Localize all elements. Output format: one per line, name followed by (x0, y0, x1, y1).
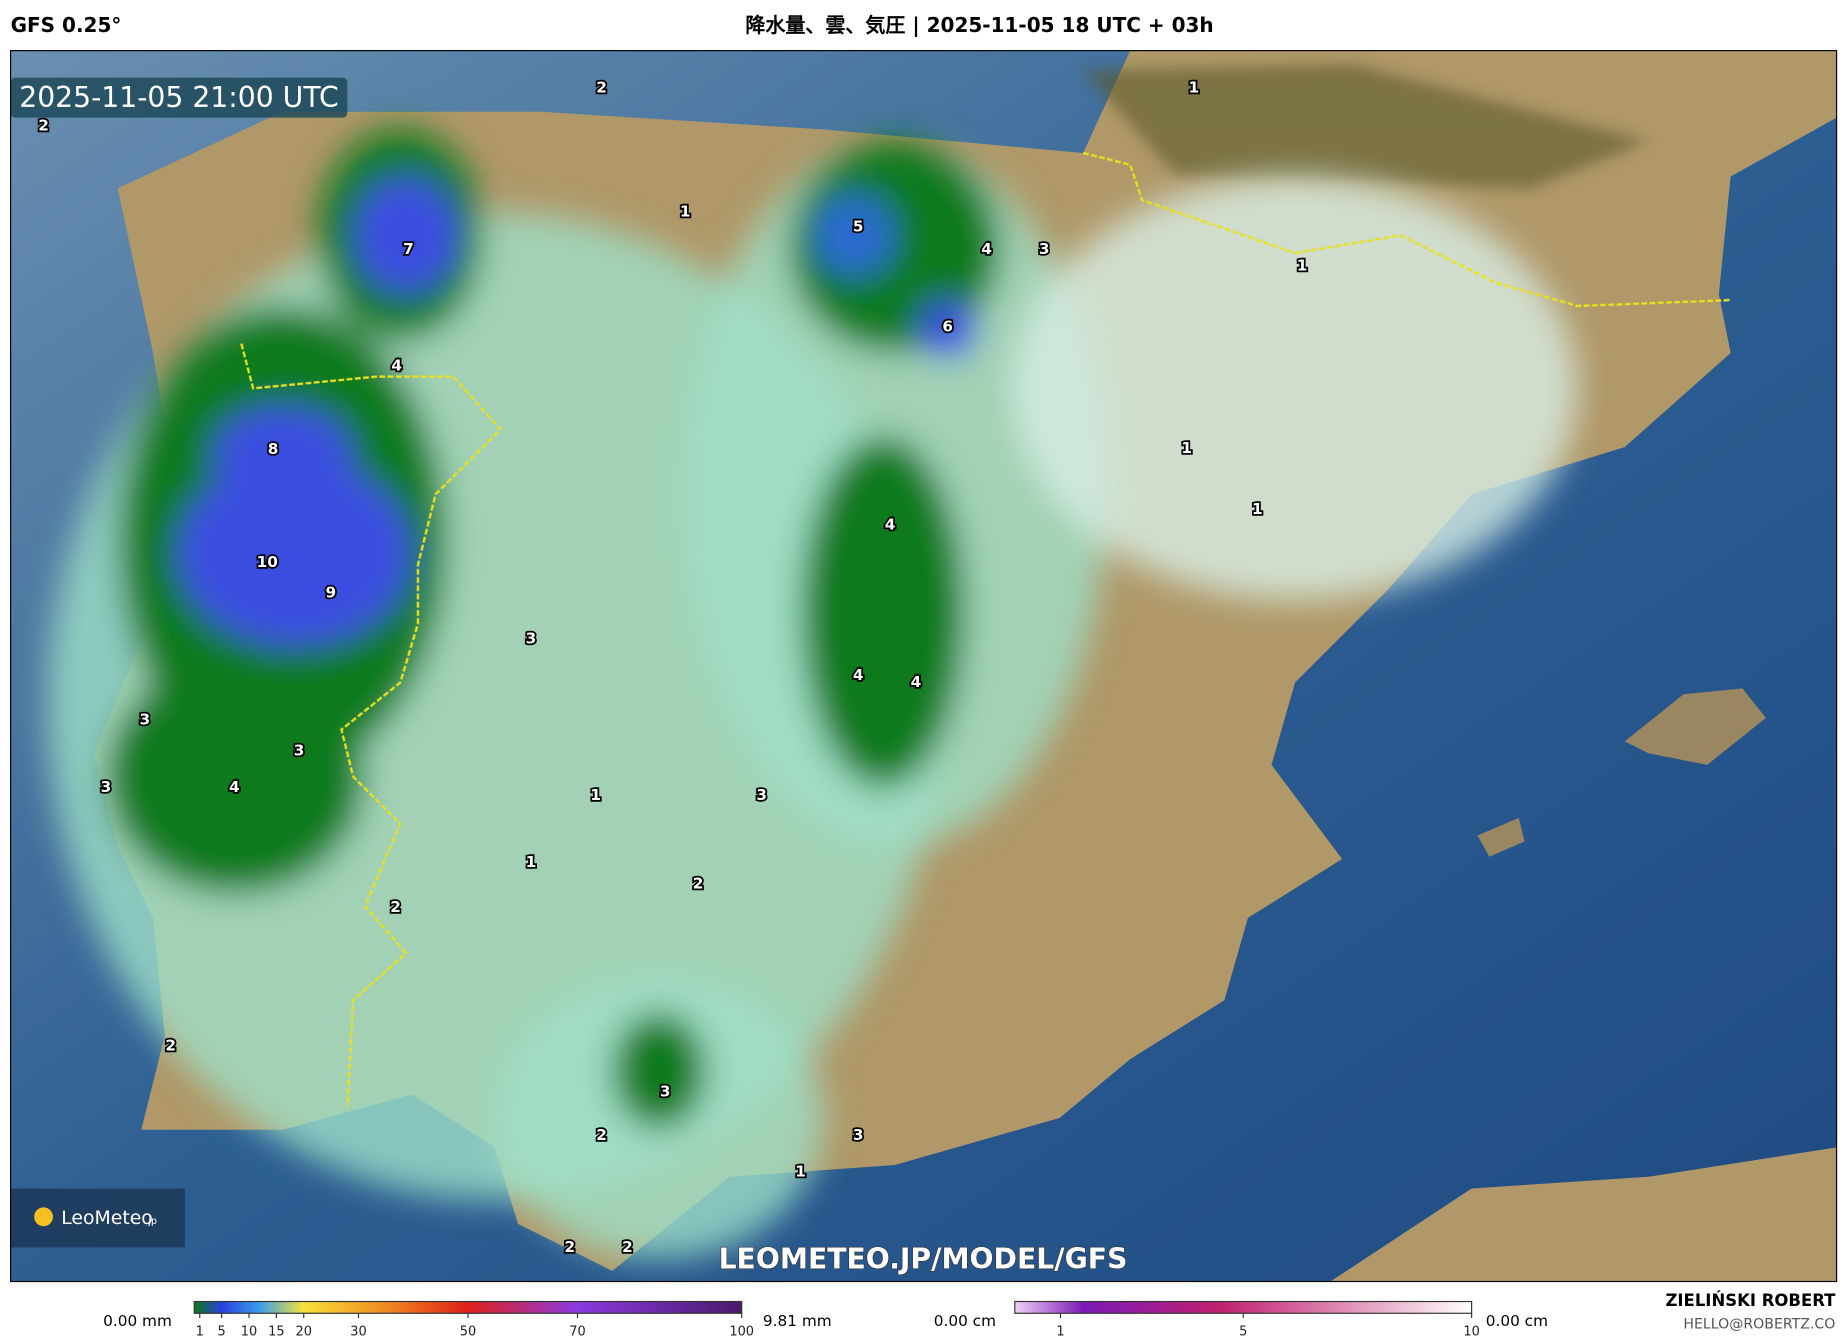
logo: LeoMeteo (61, 1208, 153, 1229)
precip-label: 2 (596, 1126, 607, 1144)
precip-label: 2 (564, 1238, 575, 1256)
rain-max: 9.81 mm (763, 1312, 832, 1330)
tick-label: 100 (729, 1325, 754, 1338)
precip-label: 1 (795, 1163, 806, 1181)
tick-label: 1 (1056, 1325, 1064, 1338)
map: 2025-11-05 21:00 UTC 2 2 1 7 1 5 4 3 6 4 1 8 1 1 4 10 9 3… (10, 50, 1837, 1282)
precip-label: 1 (526, 853, 537, 871)
precip-label: 7 (403, 240, 414, 258)
tick-label: 5 (1239, 1325, 1247, 1338)
precip-label: 3 (526, 629, 537, 647)
precip-label: 2 (596, 79, 607, 97)
precip-label: 4 (853, 666, 864, 684)
precip-label: 4 (229, 778, 240, 796)
precip-label: 3 (756, 786, 767, 804)
precip-label: 3 (660, 1083, 671, 1101)
africa (1330, 1147, 1837, 1282)
precip-labels: 2 2 1 7 1 5 4 3 6 4 1 8 1 1 4 10 9 3 4 4 3 3 3 4 1 3 1 2 2 2 3 3 2 1 2 2 (36, 77, 1309, 1258)
logo-sun (34, 1207, 53, 1227)
precip-label: 8 (268, 440, 279, 458)
terrain (1083, 64, 1649, 189)
tick-label: 20 (296, 1325, 312, 1338)
logo-suffix: jp (147, 1216, 157, 1227)
precip-label: 5 (853, 218, 864, 236)
credit-email: HELLO@ROBERTZ.CO (1683, 1317, 1835, 1333)
snow-bar (1014, 1300, 1473, 1314)
rain-bar (193, 1300, 743, 1314)
precip-label: 4 (391, 356, 402, 374)
border (1082, 151, 1731, 308)
map-title: 降水量、雲、気圧 | 2025-11-05 18 UTC + 03h (745, 13, 1213, 37)
precip-label: 10 (257, 553, 278, 571)
precip-label: 9 (325, 584, 336, 602)
precip-label: 2 (622, 1238, 633, 1256)
snow-min: 0.00 cm (934, 1312, 996, 1330)
map-frame (10, 50, 1838, 1283)
precip-label: 3 (294, 741, 305, 759)
rain-min: 0.00 mm (103, 1312, 172, 1330)
rain-field (47, 129, 1578, 1260)
precip-label: 1 (1181, 439, 1192, 457)
precip-label: 4 (911, 673, 922, 691)
tick-label: 1 (196, 1325, 204, 1338)
precip-label: 2 (165, 1037, 176, 1055)
tick-label: 10 (1463, 1325, 1479, 1338)
precip-label: 4 (885, 515, 896, 533)
tick-label: 50 (460, 1325, 476, 1338)
island (1477, 817, 1525, 857)
border (240, 343, 502, 1107)
precip-label: 1 (1252, 500, 1263, 518)
precip-label: 1 (1297, 256, 1308, 274)
precip-label: 3 (853, 1126, 864, 1144)
precip-label: 3 (101, 778, 112, 796)
precip-label: 4 (981, 240, 992, 258)
precip-label: 1 (680, 202, 691, 220)
model-name: GFS 0.25° (11, 13, 122, 37)
watermark: LEOMETEO.JP/MODEL/GFS (719, 1243, 1128, 1276)
timestamp-box (10, 77, 348, 118)
tick-label: 5 (218, 1325, 226, 1338)
precip-label: 3 (139, 711, 150, 729)
precip-label: 2 (390, 898, 401, 916)
tick-label: 15 (268, 1325, 284, 1338)
timestamp: 2025-11-05 21:00 UTC (19, 81, 338, 114)
precip-label: 2 (693, 874, 704, 892)
tick-label: 70 (569, 1325, 585, 1338)
precip-label: 2 (38, 116, 49, 134)
precip-label: 6 (942, 318, 953, 336)
island (1624, 688, 1766, 765)
precip-label: 3 (1039, 240, 1050, 258)
tick-label: 10 (241, 1325, 257, 1338)
tick-label: 30 (350, 1325, 366, 1338)
precip-label: 1 (1188, 79, 1199, 97)
snow-max: 0.00 cm (1486, 1312, 1548, 1330)
precip-label: 1 (590, 786, 601, 804)
credit-name: ZIELIŃSKI ROBERT (1665, 1291, 1836, 1310)
